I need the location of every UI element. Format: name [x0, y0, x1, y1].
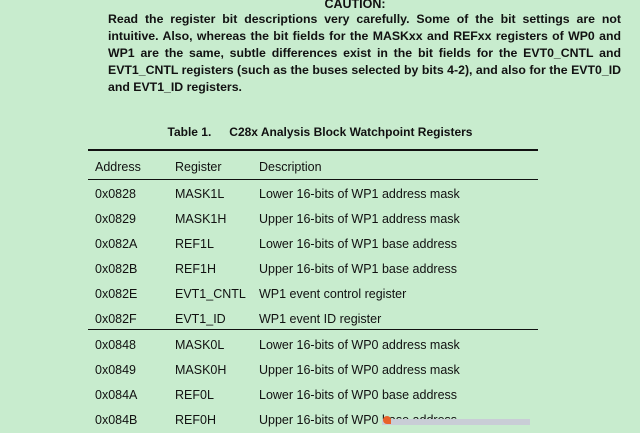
header-register: Register: [175, 160, 222, 174]
header-address: Address: [95, 160, 141, 174]
cell-register: EVT1_ID: [175, 312, 226, 326]
group-divider: [88, 329, 538, 330]
cell-description: Upper 16-bits of WP1 address mask: [259, 212, 460, 226]
cell-address: 0x084B: [95, 413, 138, 427]
table-row: 0x084A REF0L Lower 16-bits of WP0 base add…: [0, 388, 640, 408]
cell-address: 0x0828: [95, 187, 137, 201]
table-row: 0x082B REF1H Upper 16-bits of WP1 base add…: [0, 262, 640, 282]
cell-description: Upper 16-bits of WP1 base address: [259, 262, 458, 276]
header-rule: [88, 179, 538, 180]
cell-register: MASK1L: [175, 187, 225, 201]
cell-address: 0x084A: [95, 388, 138, 402]
table-title: C28x Analysis Block Watchpoint Registers: [229, 125, 473, 139]
popup-bar: [382, 419, 530, 425]
cell-register: REF1H: [175, 262, 216, 276]
table-number: Table 1.: [167, 125, 212, 139]
table-caption: Table 1. C28x Analysis Block Watchpoint R…: [0, 125, 640, 139]
cell-register: MASK1H: [175, 212, 227, 226]
table-row: 0x0848 MASK0L Lower 16-bits of WP0 address…: [0, 338, 640, 358]
cell-register: MASK0L: [175, 338, 225, 352]
table-row: 0x0829 MASK1H Upper 16-bits of WP1 address…: [0, 212, 640, 232]
cell-address: 0x082E: [95, 287, 138, 301]
cell-description: Lower 16-bits of WP1 base address: [259, 237, 458, 251]
cell-address: 0x082B: [95, 262, 138, 276]
caution-title: CAUTION:: [324, 0, 386, 11]
cell-address: 0x0849: [95, 363, 137, 377]
table-row: 0x082A REF1L Lower 16-bits of WP1 base add…: [0, 237, 640, 257]
cell-description: Lower 16-bits of WP1 address mask: [259, 187, 460, 201]
cell-address: 0x0829: [95, 212, 137, 226]
table-row: 0x082F EVT1_ID WP1 event ID register: [0, 312, 640, 332]
table-row: 0x0828 MASK1L Lower 16-bits of WP1 address…: [0, 187, 640, 207]
cell-register: REF0L: [175, 388, 214, 402]
cell-description: WP1 event ID register: [259, 312, 382, 326]
table-row: 0x082E EVT1_CNTL WP1 event control registe…: [0, 287, 640, 307]
cell-description: WP1 event control register: [259, 287, 407, 301]
cell-register: REF1L: [175, 237, 214, 251]
header-description: Description: [259, 160, 322, 174]
table-header: Address Register Description: [0, 160, 640, 180]
table-row: 0x084B REF0H Upper 16-bits of WP0 base add…: [0, 413, 640, 433]
caution-text: Read the register bit descriptions very …: [108, 12, 621, 94]
cell-register: REF0H: [175, 413, 216, 427]
cell-description: Lower 16-bits of WP0 base address: [259, 388, 458, 402]
cell-register: MASK0H: [175, 363, 227, 377]
cell-address: 0x082A: [95, 237, 138, 251]
table-row: 0x0849 MASK0H Upper 16-bits of WP0 address…: [0, 363, 640, 383]
cell-address: 0x082F: [95, 312, 137, 326]
cell-description: Lower 16-bits of WP0 address mask: [259, 338, 460, 352]
cell-address: 0x0848: [95, 338, 137, 352]
cursor-icon: [383, 416, 391, 424]
cell-description: Upper 16-bits of WP0 address mask: [259, 363, 460, 377]
table-top-rule: [88, 149, 538, 151]
cell-register: EVT1_CNTL: [175, 287, 246, 301]
